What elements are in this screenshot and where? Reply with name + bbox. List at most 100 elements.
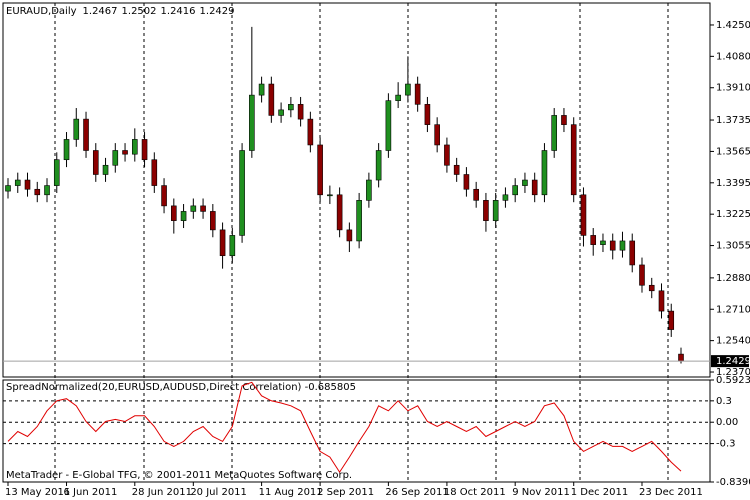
current-price-box	[711, 355, 749, 368]
candle-body	[483, 200, 489, 221]
price-panel	[2, 2, 711, 378]
candle-body	[366, 179, 372, 201]
y-tick-label: 1.3225	[716, 209, 750, 220]
candle-body	[200, 205, 206, 212]
last-close: 1.2429	[200, 6, 235, 17]
candle-body	[258, 83, 265, 96]
candle-body	[619, 240, 626, 251]
candle-body	[268, 83, 275, 116]
y-tick-label: 0.00	[716, 417, 738, 428]
candle-body	[531, 179, 538, 196]
candle-body	[171, 205, 177, 221]
candle-body	[239, 150, 245, 236]
candle-body	[288, 104, 294, 111]
candle-body	[249, 94, 255, 151]
x-tick-label: 13 May 2011	[5, 487, 70, 498]
candle-body	[190, 205, 197, 212]
candle-body	[580, 194, 587, 236]
candle-body	[336, 194, 343, 231]
candle-body	[63, 139, 70, 161]
y-tick-label: 1.2710	[716, 304, 750, 315]
candle-body	[219, 229, 226, 257]
candle-body	[131, 139, 138, 155]
symbol: EURAUD,Daily	[6, 6, 77, 17]
candle-body	[307, 118, 314, 146]
y-tick-label: 1.4080	[716, 51, 750, 62]
candle-body	[73, 118, 80, 140]
current-price-label: 1.2429	[716, 356, 750, 367]
x-tick-label: 1 Dec 2011	[571, 487, 629, 498]
candle-body	[561, 115, 567, 125]
candle-body	[229, 235, 236, 257]
candle-body	[444, 144, 450, 166]
candle-body	[297, 104, 304, 120]
candle-body	[551, 115, 558, 151]
candle-body	[502, 194, 509, 201]
candle-body	[356, 200, 362, 242]
price-header: EURAUD,Daily 1.2467 1.2502 1.2416 1.2429	[6, 6, 235, 17]
x-tick-label: 6 Jun 2011	[64, 487, 118, 498]
y-tick-label: 1.3735	[716, 115, 750, 126]
last-low: 1.2416	[161, 6, 196, 17]
candle-body	[346, 229, 353, 242]
candle-body	[83, 118, 89, 151]
candle-body	[92, 150, 99, 175]
y-tick-label: 1.3055	[716, 241, 750, 252]
candle-body	[24, 179, 31, 190]
candle-body	[658, 290, 665, 312]
candle-body	[34, 188, 41, 196]
x-tick-label: 18 Oct 2011	[444, 487, 506, 498]
candle-body	[522, 179, 528, 186]
candle-body	[53, 159, 60, 186]
x-tick-label: 26 Sep 2011	[385, 487, 448, 498]
x-tick-label: 23 Dec 2011	[639, 487, 703, 498]
candle-body	[668, 310, 675, 330]
candle-body	[278, 109, 284, 116]
candle-body	[210, 211, 216, 231]
candle-body	[512, 185, 518, 196]
candle-body	[541, 150, 548, 196]
copyright: MetaTrader - E-Global TFG, © 2001-2011 M…	[6, 470, 352, 481]
candle-body	[570, 124, 577, 196]
candle-body	[395, 94, 401, 101]
y-tick-label: 1.2540	[716, 336, 750, 347]
candle-body	[414, 83, 421, 105]
candle-body	[648, 284, 655, 292]
y-tick-label: 1.3910	[716, 83, 750, 94]
x-tick-label: 9 Nov 2011	[512, 487, 570, 498]
candle-body	[492, 200, 499, 221]
candle-body	[327, 194, 333, 197]
candle-body	[600, 240, 606, 245]
candle-body	[453, 164, 460, 175]
candle-body	[405, 83, 411, 96]
candle-body	[463, 174, 470, 190]
candle-body	[5, 185, 11, 192]
last-high: 1.2502	[122, 6, 157, 17]
candle-body	[112, 150, 119, 166]
y-tick-label: 0.3	[716, 396, 732, 407]
candle-body	[102, 164, 109, 175]
candle-body	[161, 185, 167, 207]
candle-body	[629, 240, 636, 266]
y-tick-label: 1.4250	[716, 20, 750, 31]
candle-body	[385, 100, 392, 151]
candle-body	[317, 144, 323, 196]
y-tick-label: 1.2880	[716, 273, 750, 284]
indicator-panel	[2, 379, 711, 483]
y-tick-label: 1.3565	[716, 146, 750, 157]
x-tick-label: 11 Aug 2011	[259, 487, 323, 498]
candle-body	[609, 240, 616, 251]
candle-body	[180, 211, 187, 221]
candle-body	[44, 185, 50, 196]
candle-body	[590, 235, 597, 245]
y-tick-label: 0.592386	[716, 375, 750, 386]
y-tick-label: 1.3395	[716, 178, 750, 189]
x-tick-label: 28 Jun 2011	[132, 487, 192, 498]
y-tick-label: 1.2370	[716, 367, 750, 378]
x-tick-label: 2 Sep 2011	[317, 487, 374, 498]
last-open: 1.2467	[83, 6, 118, 17]
candle-body	[141, 139, 148, 161]
candle-body	[375, 150, 382, 181]
